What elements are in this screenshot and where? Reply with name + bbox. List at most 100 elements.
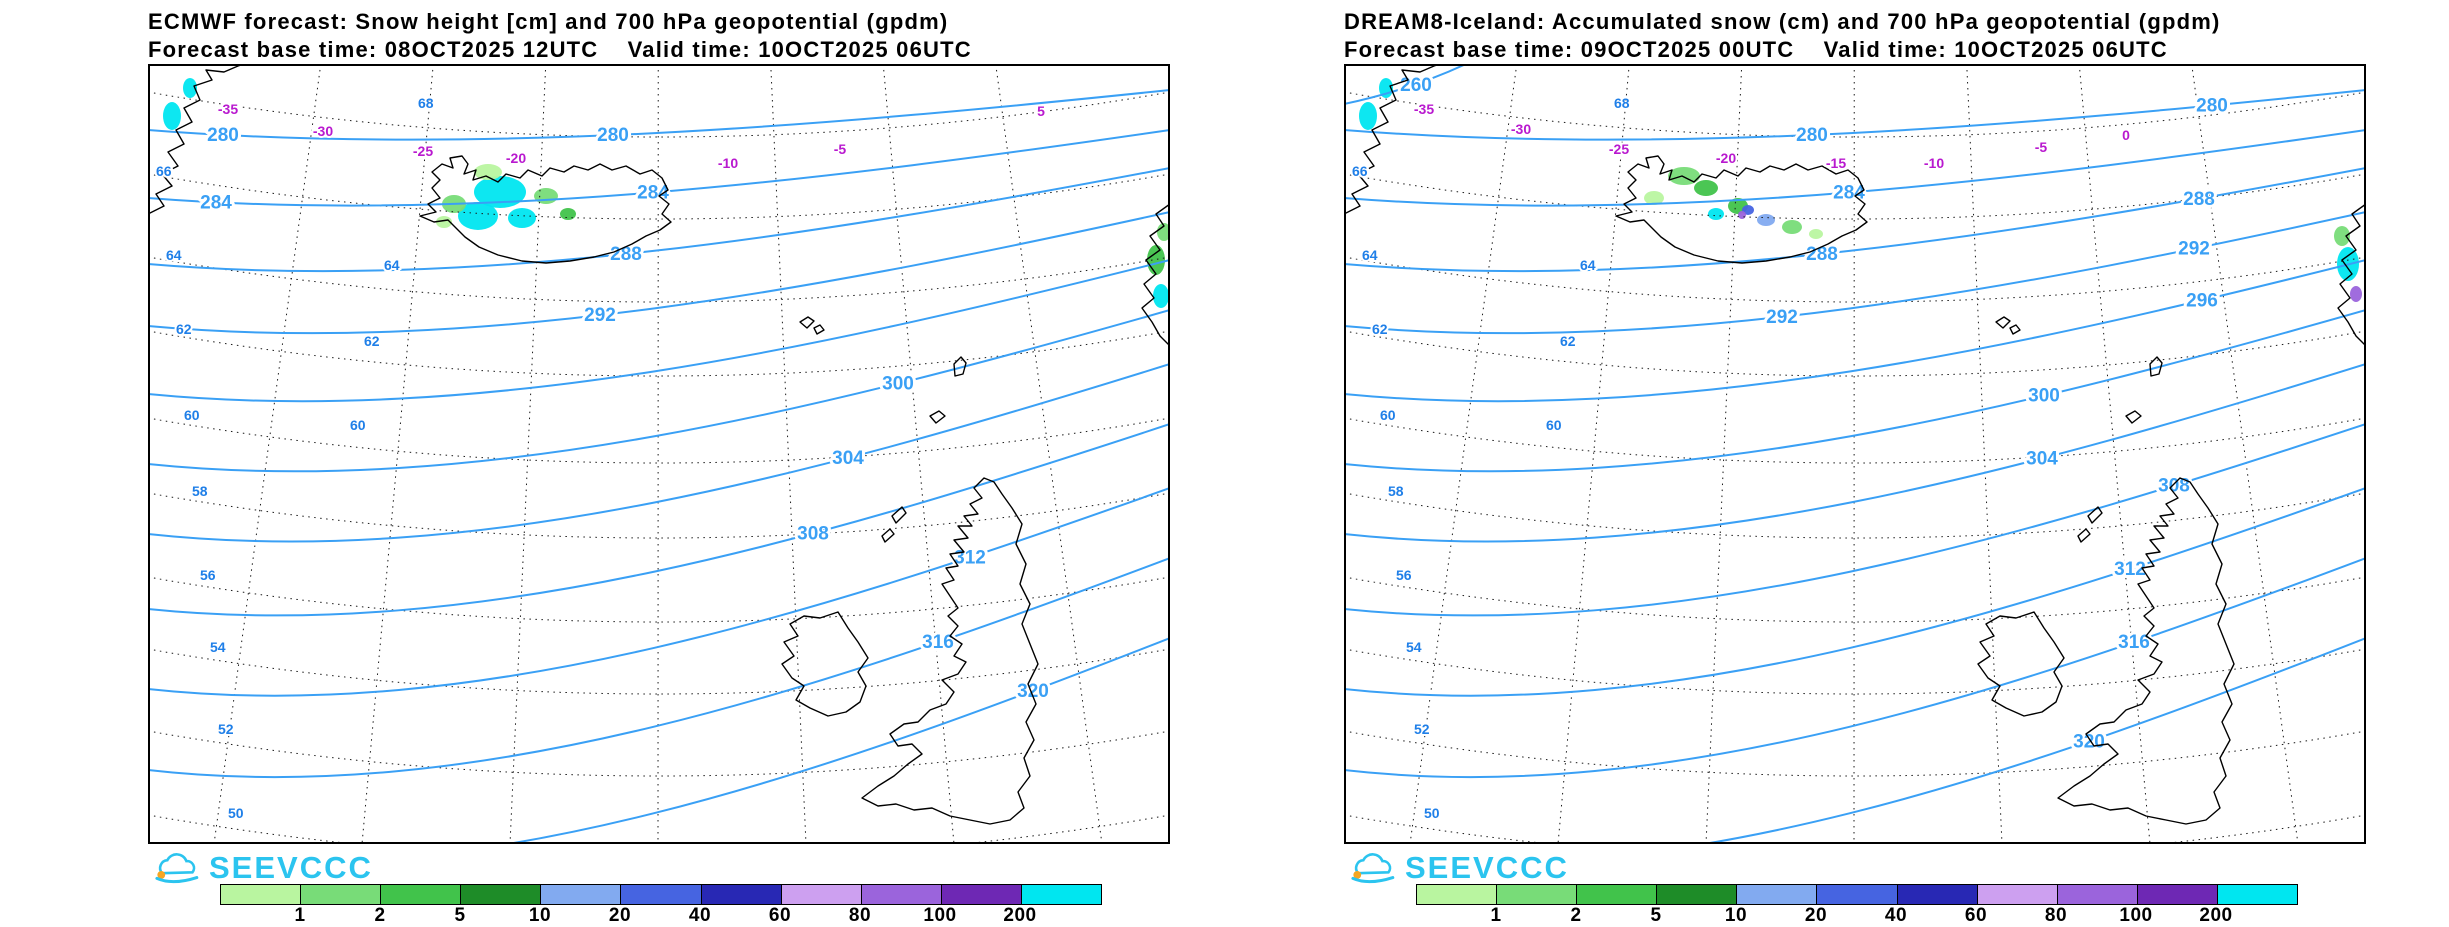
geopotential-contour <box>1344 488 2366 696</box>
seevccc-logo-text: SEEVCCC <box>209 850 373 886</box>
colorbar-segment <box>221 885 301 904</box>
latitude-label: 62 <box>1372 321 1388 337</box>
snow-patch <box>1782 220 1802 234</box>
colorbar-value: 5 <box>454 905 465 927</box>
colorbar-segment <box>1657 885 1737 904</box>
colorbar-segment <box>782 885 862 904</box>
geopotential-contour-label: 296 <box>2186 290 2218 311</box>
geopotential-contour-label: 280 <box>2196 95 2228 116</box>
colorbar-segment <box>2058 885 2138 904</box>
latitude-label: 54 <box>210 639 226 655</box>
geopotential-contour-label: 320 <box>1017 681 1049 702</box>
temperature-label: -25 <box>413 143 433 159</box>
panel-dream8-iceland: DREAM8-Iceland: Accumulated snow (cm) an… <box>1344 8 2366 925</box>
colorbar-value: 100 <box>2119 905 2152 927</box>
colorbar-value: 10 <box>529 905 551 927</box>
temperature-label: -20 <box>1716 150 1736 166</box>
geopotential-contour-label: 320 <box>2073 731 2105 752</box>
temperature-label: -30 <box>313 123 333 139</box>
latitude-label: 62 <box>176 321 192 337</box>
snow-patch <box>1153 284 1169 308</box>
geopotential-contour <box>148 424 1170 615</box>
colorbar-segment <box>862 885 942 904</box>
snow-patch <box>163 102 181 130</box>
geopotential-contour <box>148 260 1170 401</box>
meridian-line <box>883 64 954 844</box>
colorbar-segment <box>1577 885 1657 904</box>
latitude-line <box>1344 815 2366 844</box>
geopotential-contour-label: 300 <box>882 374 914 395</box>
geopotential-contour-label: 280 <box>597 125 629 146</box>
colorbar-value: 40 <box>689 905 711 927</box>
latitude-label: 60 <box>184 407 200 423</box>
geopotential-contour-label: 292 <box>2178 239 2210 260</box>
temperature-label: -30 <box>1511 121 1531 137</box>
latitude-label: 68 <box>418 95 434 111</box>
snow-patch <box>1809 229 1823 239</box>
panel-title: ECMWF forecast: Snow height [cm] and 700… <box>148 8 1170 36</box>
colorbar-value: 40 <box>1885 905 1907 927</box>
snow-patch <box>2334 226 2350 246</box>
geopotential-contour-label: 280 <box>207 125 239 146</box>
snow-colorbar <box>220 884 1102 905</box>
latitude-label: 60 <box>1546 417 1562 433</box>
colorbar-segment <box>1978 885 2058 904</box>
geopotential-contour-label: 260 <box>1400 75 1432 96</box>
geopotential-contour-label: 300 <box>2028 386 2060 407</box>
temperature-label: 0 <box>2122 127 2130 143</box>
latitude-line <box>148 418 1170 463</box>
orkney-coastline <box>930 411 945 423</box>
snow-patch <box>560 208 576 220</box>
seevccc-cloud-icon <box>1346 848 1398 888</box>
geopotential-contour-label: 292 <box>584 305 616 326</box>
colorbar-value: 20 <box>1805 905 1827 927</box>
coastlines-group <box>1344 64 2366 824</box>
colorbar-segment <box>942 885 1022 904</box>
colorbar-value: 1 <box>1490 905 1501 927</box>
colorbar-value: 100 <box>923 905 956 927</box>
colorbar-value: 80 <box>2045 905 2067 927</box>
meridian-line <box>2192 64 2298 844</box>
temperature-label: -35 <box>1414 101 1434 117</box>
temperature-label: -5 <box>834 141 847 157</box>
geopotential-contour <box>1344 558 2366 777</box>
latitude-label: 62 <box>1560 333 1576 349</box>
graticule-group <box>1344 64 2366 844</box>
meridian-line <box>1558 64 1629 844</box>
geopotential-contour <box>148 310 1170 471</box>
geopotential-contour <box>1344 310 2366 471</box>
geopotential-contour-label: 304 <box>832 448 864 469</box>
geopotential-contour-label: 316 <box>2118 632 2150 653</box>
geopotential-contour-label: 312 <box>2114 559 2146 580</box>
colorbar-value: 2 <box>1570 905 1581 927</box>
panel-title: DREAM8-Iceland: Accumulated snow (cm) an… <box>1344 8 2366 36</box>
latitude-label: 64 <box>166 247 182 263</box>
snow-patch <box>508 208 536 228</box>
meridian-line <box>362 64 433 844</box>
snow-patch <box>1147 245 1165 275</box>
temperature-label: 5 <box>1037 103 1045 119</box>
latitude-line <box>148 815 1170 844</box>
colorbar-segment <box>2218 885 2297 904</box>
panel-subtitle: Forecast base time: 08OCT2025 12UTC Vali… <box>148 36 1170 64</box>
temperature-label: -15 <box>1826 155 1846 171</box>
seevccc-logo: SEEVCCC <box>150 848 373 888</box>
colorbar-value: 60 <box>1965 905 1987 927</box>
temperature-label: -35 <box>218 101 238 117</box>
forecast-map-ecmwf: 2802842802842882923003043083123163206866… <box>148 64 1170 844</box>
meridian-line <box>2079 64 2150 844</box>
colorbar-segment <box>1497 885 1577 904</box>
colorbar-segment <box>1417 885 1497 904</box>
panel-header: DREAM8-Iceland: Accumulated snow (cm) an… <box>1344 8 2366 64</box>
seevccc-logo-text: SEEVCCC <box>1405 850 1569 886</box>
snow-patch <box>1359 102 1377 130</box>
latitude-line <box>148 731 1170 776</box>
temperature-label: -10 <box>1924 155 1944 171</box>
geopotential-contour <box>148 488 1170 696</box>
colorbar-segment <box>1817 885 1897 904</box>
latitude-label: 52 <box>218 721 234 737</box>
geopotential-contour <box>1344 638 2366 844</box>
ireland-coastline <box>782 612 868 716</box>
